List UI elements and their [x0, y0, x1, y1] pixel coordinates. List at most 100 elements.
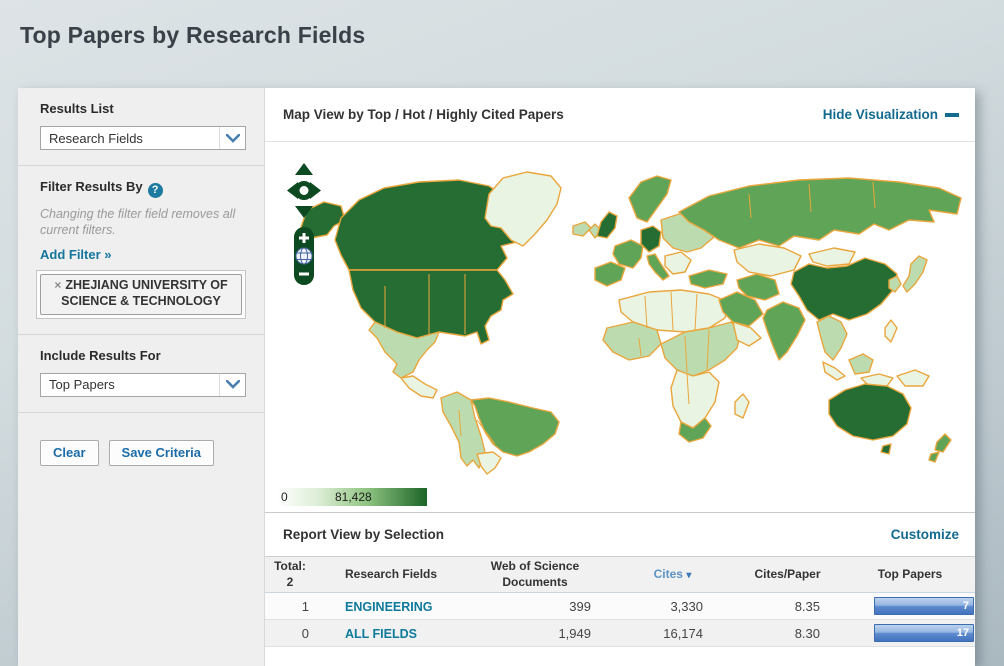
filter-chip[interactable]: × ZHEJIANG UNIVERSITY OF SCIENCE & TECHNO…	[40, 274, 242, 315]
total-header: Total: 2	[265, 555, 315, 594]
results-list-section: Results List Research Fields	[18, 88, 264, 165]
map-region-madagascar[interactable]	[734, 393, 750, 419]
legend-max-value: 81,428	[335, 490, 372, 504]
clear-button[interactable]: Clear	[40, 439, 99, 466]
map-region-turkey[interactable]	[688, 269, 728, 289]
cites-value: 16,174	[663, 625, 703, 641]
include-results-section: Include Results For Top Papers	[18, 333, 264, 412]
minus-icon	[945, 112, 959, 117]
map-region-tasmania[interactable]	[880, 443, 892, 455]
filter-chip-line1: ZHEJIANG UNIVERSITY OF	[65, 278, 228, 293]
main-area: Map View by Top / Hot / Highly Cited Pap…	[265, 88, 975, 666]
pan-right-icon	[310, 182, 321, 199]
map-region-new-zealand[interactable]	[928, 433, 952, 463]
cites-value: 3,330	[670, 598, 703, 614]
map-region-scandinavia[interactable]	[628, 175, 672, 223]
map-region-africa-south[interactable]	[670, 369, 720, 429]
world-map-visualization: 0 81,428	[265, 142, 975, 513]
field-link-engineering[interactable]: ENGINEERING	[345, 599, 433, 614]
map-view-title: Map View by Top / Hot / Highly Cited Pap…	[283, 107, 564, 122]
top-papers-bar[interactable]: 17	[874, 624, 974, 643]
map-region-iceland[interactable]	[572, 221, 592, 237]
map-region-mongolia[interactable]	[808, 247, 856, 267]
map-region-africa-west[interactable]	[602, 321, 662, 361]
pan-down-icon	[295, 206, 313, 218]
table-header-row: Total: 2 Research Fields Web of Science …	[265, 555, 975, 594]
map-region-argentina[interactable]	[476, 451, 502, 475]
map-region-balkans[interactable]	[664, 251, 692, 275]
map-region-se-asia[interactable]	[816, 315, 848, 361]
wos-documents-value: 399	[569, 598, 591, 614]
chevron-down-icon	[219, 127, 245, 149]
customize-link[interactable]: Customize	[890, 527, 959, 542]
map-region-mexico[interactable]	[368, 321, 440, 379]
pan-up-icon	[295, 163, 313, 175]
map-region-saudi-arabia[interactable]	[718, 291, 764, 327]
results-list-label: Results List	[40, 101, 114, 116]
globe-icon	[295, 247, 313, 265]
world-choropleth-map	[299, 171, 962, 475]
criteria-buttons-section: Clear Save Criteria	[18, 411, 264, 481]
filter-chip-container: × ZHEJIANG UNIVERSITY OF SCIENCE & TECHNO…	[36, 270, 246, 319]
results-table: Total: 2 Research Fields Web of Science …	[265, 555, 975, 647]
map-region-papua[interactable]	[896, 369, 930, 387]
map-region-greenland[interactable]	[484, 171, 562, 247]
filter-section: Filter Results By? Changing the filter f…	[18, 165, 264, 334]
cites-per-paper-value: 8.30	[794, 625, 820, 641]
zoom-in-icon	[299, 233, 309, 243]
legend-min-value: 0	[281, 490, 288, 504]
total-count: 2	[286, 574, 294, 589]
map-zoom-control[interactable]	[293, 226, 315, 286]
filter-chip-line2: SCIENCE & TECHNOLOGY	[61, 293, 221, 308]
add-filter-link[interactable]: Add Filter »	[40, 247, 112, 263]
column-header-top-papers[interactable]: Top Papers	[845, 555, 975, 594]
map-legend: 0 81,428	[277, 488, 427, 506]
report-view-title: Report View by Selection	[283, 527, 445, 542]
map-region-borneo[interactable]	[848, 353, 874, 375]
map-region-south-africa[interactable]	[678, 417, 712, 443]
map-region-kazakhstan[interactable]	[733, 243, 802, 277]
country-borders	[384, 181, 876, 445]
table-row: 0 ALL FIELDS 1,949 16,174 8.30 17	[265, 619, 975, 647]
column-header-research-fields[interactable]: Research Fields	[315, 555, 455, 594]
sidebar: Results List Research Fields Filter Resu…	[18, 88, 265, 666]
column-header-wos-documents[interactable]: Web of Science Documents	[455, 555, 615, 594]
map-region-africa-central[interactable]	[660, 321, 742, 377]
column-header-cites-per-paper[interactable]: Cites/Paper	[730, 555, 845, 594]
map-pan-control[interactable]	[285, 162, 323, 219]
top-papers-bar[interactable]: 7	[874, 597, 974, 616]
page-title: Top Papers by Research Fields	[20, 22, 366, 48]
map-region-russia[interactable]	[678, 177, 962, 249]
map-region-china[interactable]	[790, 257, 898, 321]
include-results-dropdown[interactable]: Top Papers	[40, 372, 246, 397]
content-panel: Results List Research Fields Filter Resu…	[18, 88, 975, 666]
field-link-all-fields[interactable]: ALL FIELDS	[345, 626, 417, 641]
hide-visualization-link[interactable]: Hide Visualization	[823, 107, 959, 122]
map-region-france[interactable]	[612, 239, 644, 269]
map-region-italy[interactable]	[646, 253, 670, 281]
map-region-australia[interactable]	[828, 383, 912, 441]
map-region-uk[interactable]	[596, 211, 618, 239]
map-region-iberia[interactable]	[594, 261, 626, 287]
map-region-india[interactable]	[762, 301, 806, 361]
save-criteria-button[interactable]: Save Criteria	[108, 439, 215, 466]
include-results-label: Include Results For	[40, 347, 161, 363]
remove-filter-icon[interactable]: ×	[54, 278, 62, 293]
map-region-korea[interactable]	[888, 275, 902, 293]
sort-down-icon: ▾	[686, 569, 692, 581]
pan-left-icon	[287, 182, 298, 199]
report-view-header: Report View by Selection Customize	[265, 513, 975, 556]
results-list-dropdown[interactable]: Research Fields	[40, 126, 246, 150]
chevron-down-icon	[219, 373, 245, 396]
map-region-sumatra[interactable]	[822, 361, 846, 381]
help-icon[interactable]: ?	[147, 183, 163, 198]
map-region-philippines[interactable]	[884, 319, 898, 343]
map-region-germany[interactable]	[640, 225, 662, 253]
map-region-central-america[interactable]	[400, 375, 438, 399]
map-region-africa-horn[interactable]	[732, 321, 762, 347]
column-header-cites[interactable]: Cites ▾	[615, 555, 730, 594]
map-region-south-america-west[interactable]	[440, 391, 486, 469]
row-index: 0	[301, 625, 309, 641]
map-region-iran[interactable]	[736, 273, 780, 301]
map-region-japan[interactable]	[902, 255, 928, 293]
